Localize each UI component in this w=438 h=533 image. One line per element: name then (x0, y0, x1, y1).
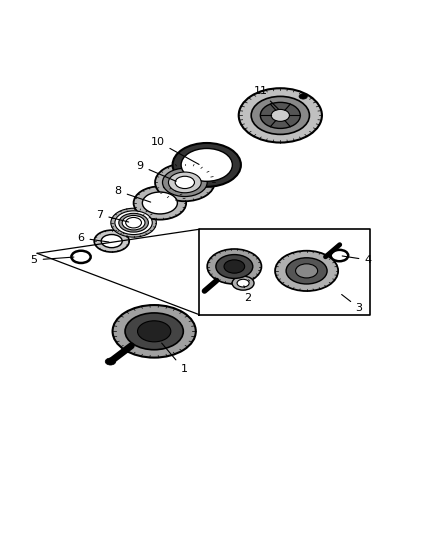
Ellipse shape (105, 358, 116, 365)
Ellipse shape (251, 96, 309, 134)
Ellipse shape (232, 276, 254, 290)
Ellipse shape (169, 172, 201, 193)
Ellipse shape (175, 176, 194, 189)
Ellipse shape (111, 208, 156, 237)
Ellipse shape (296, 264, 318, 278)
Text: 2: 2 (244, 286, 251, 303)
Text: 7: 7 (96, 210, 129, 222)
Ellipse shape (125, 313, 183, 350)
Ellipse shape (207, 249, 261, 284)
Ellipse shape (94, 230, 129, 252)
Ellipse shape (260, 102, 300, 128)
Ellipse shape (275, 251, 338, 291)
Text: 9: 9 (137, 161, 176, 181)
Text: 8: 8 (115, 186, 151, 202)
Ellipse shape (119, 213, 148, 232)
Text: 1: 1 (162, 343, 187, 374)
Ellipse shape (101, 235, 122, 248)
Ellipse shape (237, 279, 249, 287)
Text: 10: 10 (151, 136, 199, 164)
Ellipse shape (271, 109, 290, 122)
Ellipse shape (162, 168, 207, 197)
Ellipse shape (239, 88, 322, 142)
Ellipse shape (126, 217, 141, 228)
Text: 3: 3 (342, 295, 363, 313)
Ellipse shape (138, 321, 171, 342)
Ellipse shape (122, 215, 145, 230)
Ellipse shape (113, 305, 196, 358)
Ellipse shape (115, 211, 152, 235)
Text: 6: 6 (78, 233, 109, 243)
Ellipse shape (224, 260, 245, 273)
Ellipse shape (216, 255, 253, 278)
Ellipse shape (299, 94, 307, 99)
Ellipse shape (181, 149, 232, 181)
Text: 5: 5 (31, 255, 74, 265)
Text: 4: 4 (342, 255, 371, 265)
Ellipse shape (155, 164, 215, 201)
Ellipse shape (134, 187, 186, 220)
Text: 11: 11 (254, 86, 279, 109)
Ellipse shape (142, 192, 177, 214)
Ellipse shape (173, 143, 241, 187)
Ellipse shape (286, 258, 327, 284)
